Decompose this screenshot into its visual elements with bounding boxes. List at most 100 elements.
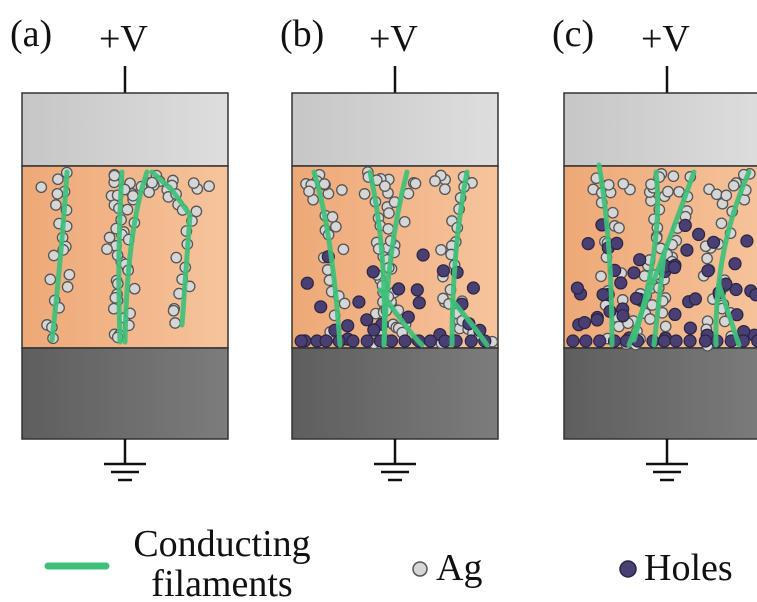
hole-particle: [579, 334, 593, 348]
conducting-filament: [49, 169, 70, 343]
legend: Conducting filaments Ag Holes: [44, 523, 733, 602]
hole-particle: [416, 248, 430, 262]
hole-particle: [680, 243, 694, 257]
hole-particle: [678, 218, 692, 232]
ag-particle: [170, 251, 183, 264]
ag-particle: [595, 270, 607, 283]
ag-particle: [710, 188, 723, 201]
conducting-filament: [311, 169, 343, 348]
ag-particle: [121, 203, 134, 216]
hole-particle: [577, 316, 592, 330]
ag-particle: [644, 313, 656, 325]
hole-particle: [701, 264, 715, 278]
hole-particle: [740, 234, 754, 248]
ag-particle: [47, 249, 60, 262]
hole-particle: [728, 257, 742, 271]
conducting-filament: [116, 169, 125, 345]
hole-particle: [366, 265, 380, 279]
legend-filament-label-line1: Conducting: [133, 523, 310, 565]
ag-particle: [190, 205, 203, 218]
ag-particle: [379, 180, 391, 192]
hole-particle: [749, 288, 757, 302]
hole-particle: [581, 237, 595, 251]
hole-particle: [667, 260, 682, 274]
ag-particle: [667, 170, 680, 183]
hole-particle: [352, 295, 366, 309]
ag-particle: [439, 183, 451, 196]
hole-particle: [627, 266, 641, 280]
ag-particle: [52, 173, 64, 186]
hole-particle: [410, 283, 424, 297]
hole-particle: [657, 334, 671, 348]
hole-particle: [367, 323, 381, 337]
ag-particle: [338, 297, 351, 310]
ag-particle: [383, 207, 395, 219]
hole-particle: [688, 292, 703, 306]
voltage-label: +V: [369, 18, 418, 60]
ag-particle: [61, 281, 74, 293]
top-electrode: [563, 92, 757, 167]
conducting-filament: [449, 297, 490, 348]
ag-particle: [103, 231, 116, 244]
ag-particle: [435, 244, 447, 256]
hole-particle: [398, 334, 412, 348]
hole-particle: [616, 309, 630, 323]
conducting-filament: [149, 169, 193, 328]
ag-particle: [35, 181, 48, 194]
top-electrode: [21, 92, 229, 167]
legend-ag-label: Ag: [436, 547, 482, 589]
conducting-filament: [651, 252, 667, 348]
ag-particle: [330, 220, 342, 233]
ag-particle: [606, 206, 619, 219]
voltage-label: +V: [99, 18, 148, 60]
ag-particle: [63, 268, 76, 281]
top-electrode: [291, 92, 499, 167]
hole-particle: [633, 253, 647, 267]
device-panel: (a) +V: [10, 13, 229, 482]
ag-particle: [409, 177, 422, 190]
ag-particle: [143, 186, 155, 199]
hole-particle: [629, 291, 644, 306]
hole-particle: [729, 282, 743, 297]
hole-particle: [570, 281, 585, 295]
ag-particle: [128, 282, 141, 295]
hole-particle: [466, 281, 480, 295]
ag-particle: [127, 189, 139, 202]
hole-particle: [300, 276, 314, 290]
ag-particle: [44, 273, 57, 286]
ag-particle: [337, 243, 350, 256]
hole-particle: [346, 334, 360, 348]
hole-particle: [438, 334, 452, 348]
ag-particle: [613, 222, 625, 234]
hole-particle: [360, 334, 374, 348]
ag-particle: [108, 169, 121, 182]
conducting-filament: [377, 287, 425, 348]
hole-particle: [614, 276, 628, 290]
conducting-filament: [596, 162, 615, 348]
ag-particle: [720, 189, 733, 202]
ag-particle: [169, 317, 181, 329]
ag-particle: [336, 184, 348, 196]
hole-particle: [751, 334, 757, 348]
hole-particle: [669, 334, 683, 348]
voltage-label: +V: [641, 18, 690, 60]
bottom-electrode: [291, 347, 499, 440]
ag-particle: [429, 175, 441, 187]
hole-particle: [319, 334, 333, 348]
device-panel: (b) +V: [280, 13, 499, 482]
bottom-electrode: [563, 347, 757, 440]
ag-particle: [303, 185, 315, 198]
conducting-filament: [381, 169, 410, 348]
ag-particle: [701, 252, 713, 265]
legend-holes-label: Holes: [644, 547, 733, 589]
hole-particle: [294, 334, 308, 348]
hole-particle: [596, 288, 610, 302]
ag-particle: [398, 215, 411, 228]
device-panel: (c) +V: [552, 13, 757, 482]
ag-particle: [659, 320, 672, 333]
ag-particle: [326, 211, 339, 223]
hole-particle: [590, 313, 604, 327]
hole-particle: [384, 334, 399, 348]
